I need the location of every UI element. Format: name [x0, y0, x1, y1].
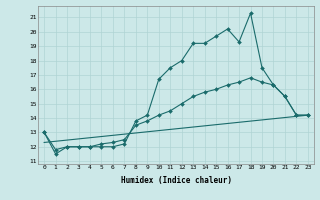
X-axis label: Humidex (Indice chaleur): Humidex (Indice chaleur) [121, 176, 231, 185]
